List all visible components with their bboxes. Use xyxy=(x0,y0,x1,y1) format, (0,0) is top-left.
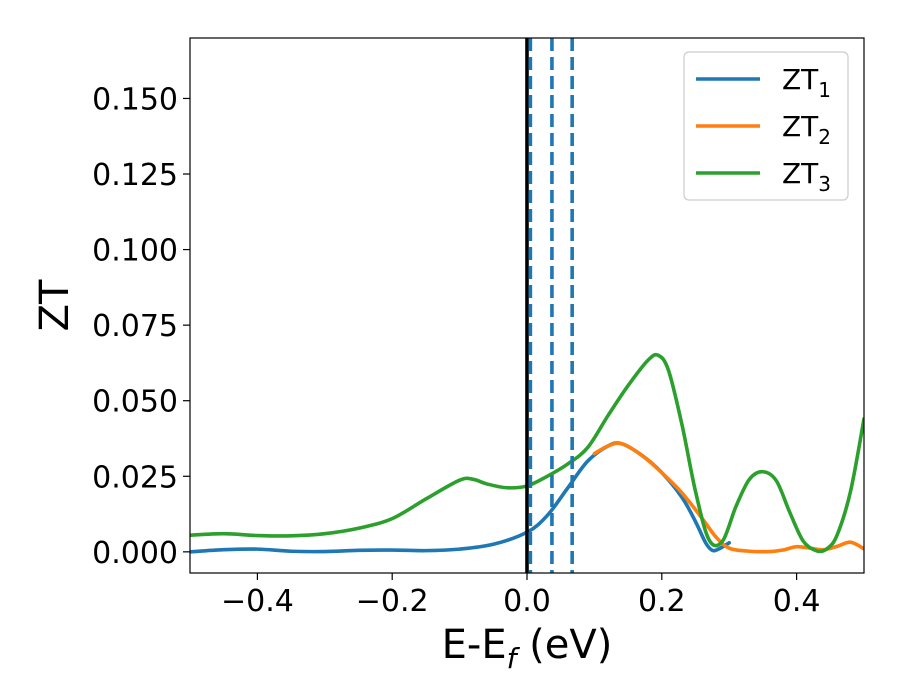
series-line-2 xyxy=(592,441,864,554)
x-tick-label: −0.2 xyxy=(356,584,429,619)
x-tick-label: 0.2 xyxy=(638,584,686,619)
x-axis: −0.4 −0.2 0.0 0.2 0.4 xyxy=(221,573,820,619)
legend: ZT1 ZT2 ZT3 xyxy=(683,51,849,201)
series-line-1 xyxy=(190,441,731,554)
x-tick-label: 0.4 xyxy=(773,584,821,619)
y-tick-label: 0.025 xyxy=(92,460,178,495)
y-tick-label: 0.000 xyxy=(92,536,178,571)
y-tick-label: 0.125 xyxy=(92,158,178,193)
legend-box xyxy=(683,51,849,201)
x-tick-label: 0.0 xyxy=(503,584,551,619)
legend-label-3: ZT3 xyxy=(782,157,831,196)
legend-label-1: ZT1 xyxy=(782,63,831,102)
x-tick-label: −0.4 xyxy=(221,584,294,619)
series-layer xyxy=(190,352,864,554)
y-tick-label: 0.100 xyxy=(92,234,178,269)
vline-layer xyxy=(525,38,574,573)
y-axis-label: ZT xyxy=(32,279,78,331)
y-axis: 0.000 0.025 0.050 0.075 0.100 0.125 0.150 xyxy=(92,82,190,571)
x-axis-label: E-Ef (eV) xyxy=(442,622,613,675)
y-tick-label: 0.075 xyxy=(92,309,178,344)
legend-label-2: ZT2 xyxy=(782,110,831,149)
series-line-3 xyxy=(190,352,864,554)
y-tick-label: 0.150 xyxy=(92,82,178,117)
y-tick-label: 0.050 xyxy=(92,385,178,420)
